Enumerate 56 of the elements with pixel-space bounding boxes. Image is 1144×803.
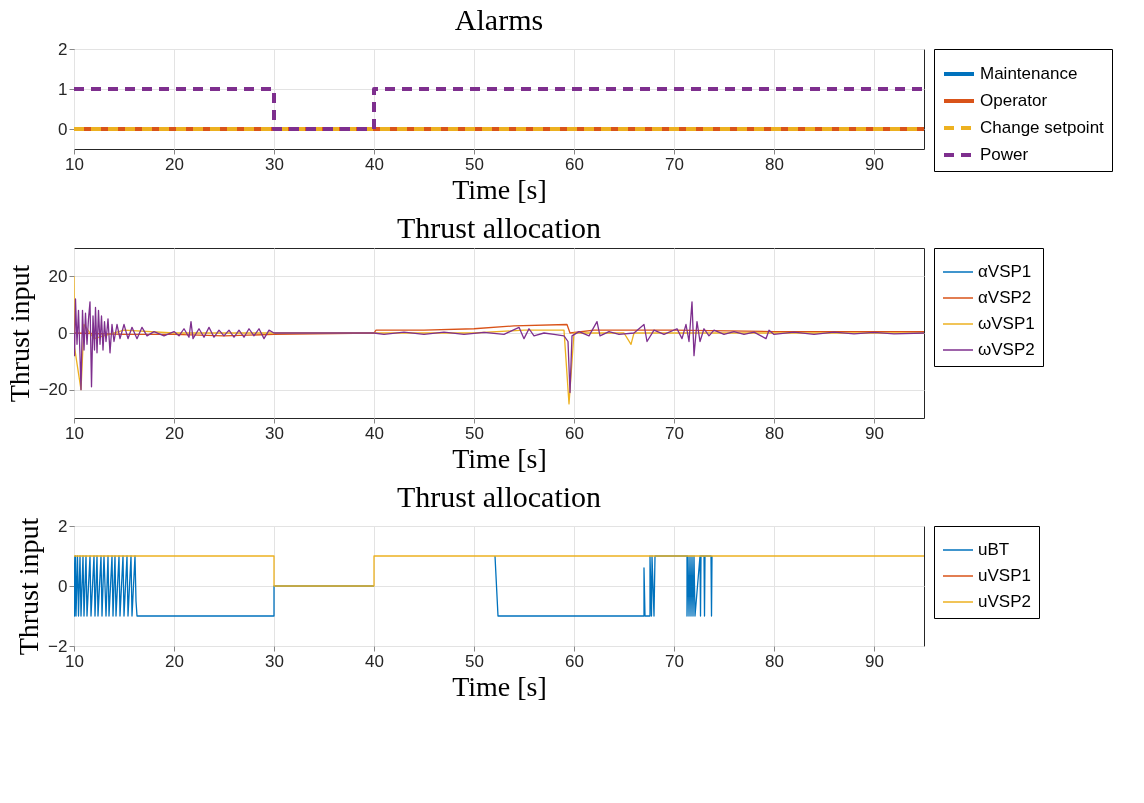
x-tick-label: 40: [365, 423, 384, 443]
x-tick-label: 80: [765, 154, 784, 174]
line-series: [74, 298, 924, 394]
legend-label: Maintenance: [980, 64, 1078, 83]
y-tick-label: −2: [48, 636, 68, 656]
x-tick-label: 70: [665, 651, 684, 671]
legend-label: uVSP1: [978, 566, 1031, 585]
x-tick-label: 70: [665, 154, 684, 174]
y-tick-label: 0: [58, 119, 68, 139]
y-tick-label: 0: [58, 576, 68, 596]
legend-label: Change setpoint: [980, 118, 1105, 137]
x-tick-label: 30: [265, 154, 284, 174]
x-tick-label: 90: [865, 154, 884, 174]
x-tick-label: 20: [165, 651, 184, 671]
x-tick-label: 40: [365, 154, 384, 174]
y-axis-title: Thrust input: [3, 264, 35, 403]
x-tick-label: 10: [65, 154, 84, 174]
x-tick-label: 50: [465, 651, 484, 671]
y-axis-title: Thrust input: [13, 517, 45, 656]
x-axis-title: Time [s]: [452, 173, 547, 205]
x-tick-label: 60: [565, 154, 584, 174]
x-tick-label: 70: [665, 423, 684, 443]
x-tick-label: 90: [865, 423, 884, 443]
x-axis-title: Time [s]: [452, 670, 547, 702]
x-tick-label: 10: [65, 651, 84, 671]
y-tick-label: −20: [38, 380, 68, 400]
x-tick-label: 80: [765, 423, 784, 443]
legend-label: Operator: [980, 91, 1048, 110]
y-tick-label: 20: [48, 266, 68, 286]
legend-label: ωVSP1: [978, 314, 1035, 333]
x-tick-label: 60: [565, 651, 584, 671]
x-tick-label: 90: [865, 651, 884, 671]
x-tick-label: 20: [165, 154, 184, 174]
x-tick-label: 60: [565, 423, 584, 443]
x-axis-title: Time [s]: [452, 442, 547, 474]
y-tick-label: 1: [58, 79, 68, 99]
legend-label: uBT: [978, 540, 1010, 559]
x-tick-label: 20: [165, 423, 184, 443]
y-tick-label: 2: [58, 516, 68, 536]
chart-title: Alarms: [454, 3, 544, 36]
chart-title: Thrust allocation: [396, 210, 602, 244]
x-tick-label: 50: [465, 154, 484, 174]
y-tick-label: 0: [58, 323, 68, 343]
x-tick-label: 30: [265, 651, 284, 671]
legend-label: Power: [980, 145, 1029, 164]
x-tick-label: 30: [265, 423, 284, 443]
chart-title: Thrust allocation: [396, 480, 602, 513]
x-tick-label: 50: [465, 423, 484, 443]
x-tick-label: 10: [65, 423, 84, 443]
x-tick-label: 80: [765, 651, 784, 671]
legend-label: ωVSP2: [978, 340, 1035, 359]
y-tick-label: 2: [58, 39, 68, 59]
legend-label: uVSP2: [978, 592, 1031, 611]
legend-label: αVSP2: [978, 288, 1032, 307]
x-tick-label: 40: [365, 651, 384, 671]
legend-label: αVSP1: [978, 262, 1032, 281]
